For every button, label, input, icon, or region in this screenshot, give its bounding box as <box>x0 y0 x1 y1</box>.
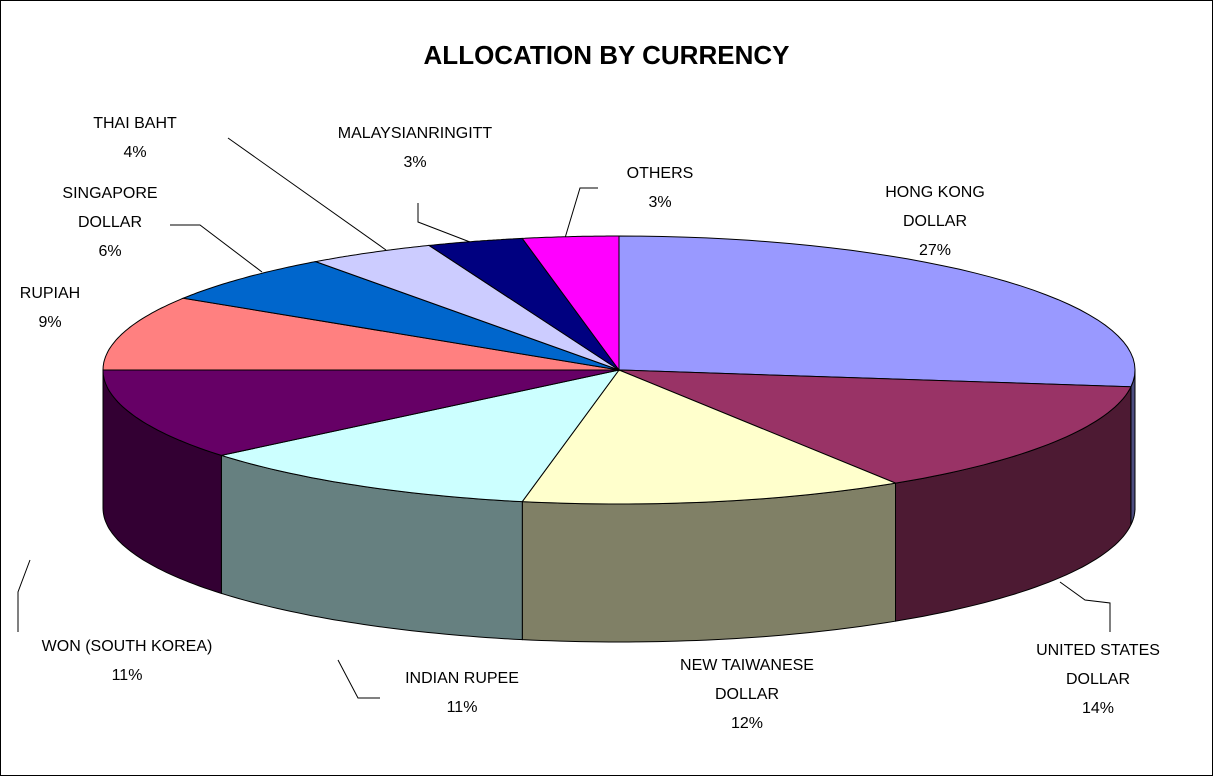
leader-line <box>564 187 598 239</box>
slice-label: MALAYSIANRINGITT 3% <box>305 119 525 177</box>
slice-label: NEW TAIWANESE DOLLAR 12% <box>665 651 830 738</box>
slice-label: SINGAPORE DOLLAR 6% <box>45 179 175 266</box>
slice <box>427 237 620 371</box>
slice-label: UNITED STATES DOLLAR 14% <box>1023 636 1173 723</box>
category-label: INDIAN RUPEE <box>405 670 519 687</box>
value-label: 11% <box>111 667 143 684</box>
leader-line <box>170 224 263 273</box>
category-label: MALAYSIANRINGITT <box>337 125 493 142</box>
slice <box>313 244 620 371</box>
value-label: 12% <box>730 715 764 732</box>
slice-label: WON (SOUTH KOREA) 11% <box>7 632 247 690</box>
category-label: THAI BAHT <box>93 115 177 132</box>
slice-side <box>521 482 896 643</box>
leader-line <box>17 559 31 632</box>
category-label: OTHERS <box>626 165 694 182</box>
leader-line <box>337 659 380 699</box>
slice-label: THAI BAHT 4% <box>75 109 195 167</box>
slice-label: HONG KONG DOLLAR 27% <box>860 178 1010 265</box>
category-label: SINGAPORE DOLLAR <box>62 185 158 231</box>
leader-line <box>227 137 387 251</box>
category-label: NEW TAIWANESE DOLLAR <box>680 657 814 703</box>
slice <box>102 297 620 371</box>
slice <box>618 235 1136 388</box>
slice <box>618 369 1132 484</box>
slice-label: RUPIAH 9% <box>0 279 100 337</box>
leader-line <box>1059 581 1111 632</box>
category-label: WON (SOUTH KOREA) <box>41 638 213 655</box>
slice <box>521 235 620 372</box>
category-label: HONG KONG DOLLAR <box>885 184 985 230</box>
leader-lines <box>17 137 1111 699</box>
value-label: 11% <box>446 699 478 716</box>
slice-label: OTHERS 3% <box>610 159 710 217</box>
value-label: 3% <box>403 154 427 171</box>
value-label: 14% <box>1081 700 1115 717</box>
value-label: 4% <box>123 144 147 161</box>
slice <box>102 369 620 456</box>
slice <box>521 369 898 505</box>
slice <box>219 369 621 503</box>
slice-label: INDIAN RUPEE 11% <box>362 664 562 722</box>
chart-title: ALLOCATION BY CURRENCY <box>423 40 790 70</box>
category-label: RUPIAH <box>19 285 81 302</box>
value-label: 9% <box>38 314 62 331</box>
category-label: UNITED STATES DOLLAR <box>1036 642 1160 688</box>
value-label: 6% <box>98 243 122 260</box>
slice-side <box>1130 370 1136 526</box>
leader-line <box>417 203 471 243</box>
value-label: 3% <box>648 194 672 211</box>
value-label: 27% <box>918 242 952 259</box>
slice <box>181 261 620 371</box>
